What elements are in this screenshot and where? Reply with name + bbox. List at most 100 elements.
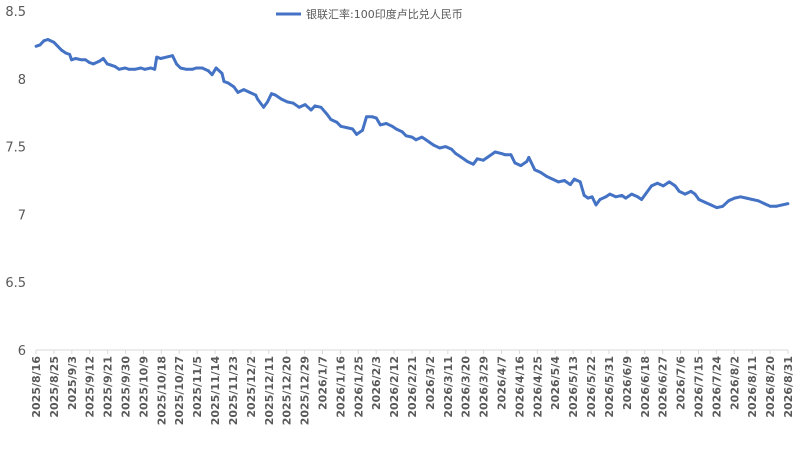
data-point	[539, 171, 542, 174]
data-point	[56, 44, 60, 48]
data-point	[291, 101, 295, 105]
x-tick-label: 2026/3/2	[424, 356, 437, 410]
data-point	[608, 192, 612, 196]
data-point	[683, 192, 687, 196]
data-point	[563, 179, 566, 182]
data-point	[424, 138, 428, 142]
data-point	[404, 134, 408, 138]
x-tick-label: 2025/10/18	[155, 356, 168, 425]
x-tick-label: 2025/12/2	[245, 356, 258, 418]
x-tick-label: 2026/8/31	[782, 356, 795, 418]
data-point	[594, 203, 598, 207]
data-point	[256, 97, 259, 101]
data-point	[280, 97, 283, 101]
data-point	[572, 177, 576, 181]
data-point	[214, 66, 218, 70]
data-point	[200, 66, 204, 70]
data-point	[34, 44, 38, 48]
data-point	[206, 69, 210, 73]
data-point	[487, 154, 491, 158]
data-point	[371, 115, 374, 119]
data-point	[365, 115, 368, 119]
x-tick-label: 2026/5/31	[603, 356, 616, 418]
data-point	[159, 57, 163, 60]
data-point	[650, 184, 653, 188]
y-axis: 6 6.5 7 7.5 8 8.5	[5, 5, 26, 359]
series-layer	[34, 38, 790, 210]
data-point	[509, 153, 513, 157]
x-tick-label: 2025/11/5	[191, 356, 204, 418]
data-point	[644, 192, 647, 196]
data-point	[745, 196, 748, 200]
data-point	[236, 91, 240, 94]
data-point	[297, 105, 301, 109]
data-point	[703, 200, 707, 204]
x-tick-label: 2026/4/7	[496, 356, 509, 410]
x-tick-label: 2026/7/6	[675, 356, 688, 410]
data-point	[113, 65, 117, 68]
data-point	[527, 156, 531, 159]
data-point	[220, 72, 224, 75]
x-tick-label: 2025/10/9	[137, 356, 150, 418]
data-point	[313, 104, 317, 108]
data-point	[70, 58, 73, 62]
data-point	[499, 152, 503, 155]
data-point	[64, 51, 68, 55]
x-tick-label: 2025/12/11	[263, 356, 276, 425]
data-point	[155, 55, 159, 59]
x-tick-label: 2026/6/18	[639, 356, 652, 418]
data-point	[190, 67, 194, 71]
data-point	[727, 199, 730, 203]
data-point	[222, 80, 226, 83]
data-point	[185, 67, 188, 71]
data-point	[689, 189, 693, 193]
data-point	[143, 67, 147, 71]
data-point	[471, 162, 475, 166]
data-point	[578, 180, 582, 184]
data-point	[444, 145, 447, 149]
data-point	[656, 181, 659, 185]
data-point	[335, 120, 339, 124]
data-point	[768, 204, 772, 208]
y-tick-label: 8.5	[5, 5, 26, 20]
data-point	[319, 105, 323, 109]
data-point	[139, 66, 143, 70]
data-point	[105, 62, 109, 66]
data-point	[620, 194, 624, 197]
y-tick-label: 7.5	[5, 141, 26, 156]
data-point	[568, 183, 572, 187]
data-point	[390, 124, 394, 128]
data-point	[42, 39, 46, 43]
data-point	[80, 58, 83, 62]
data-point	[329, 118, 333, 121]
data-point	[38, 43, 42, 47]
legend: 银联汇率:100印度卢比兑人民币	[276, 7, 463, 21]
x-tick-label: 2026/7/15	[692, 356, 705, 418]
x-tick-label: 2026/2/21	[406, 356, 419, 418]
data-point	[285, 100, 289, 104]
data-point	[171, 54, 174, 58]
data-point	[721, 204, 725, 208]
x-tick-label: 2026/3/29	[478, 356, 491, 418]
x-tick-label: 2026/1/7	[316, 356, 329, 410]
x-tick-label: 2026/3/11	[442, 356, 455, 418]
y-tick-label: 8	[18, 73, 26, 88]
data-point	[127, 67, 131, 71]
legend-label: 银联汇率:100印度卢比兑人民币	[306, 7, 463, 21]
data-point	[557, 180, 560, 184]
data-point	[432, 143, 436, 147]
data-point	[697, 198, 701, 201]
x-tick-label: 2026/5/13	[567, 356, 580, 418]
x-tick-label: 2026/5/22	[585, 356, 598, 418]
data-point	[590, 195, 594, 199]
x-tick-label: 2026/8/11	[746, 356, 759, 418]
data-point	[598, 198, 602, 201]
data-point	[375, 116, 378, 120]
data-point	[384, 122, 388, 125]
data-point	[303, 103, 307, 106]
data-point	[74, 57, 77, 60]
data-point	[210, 73, 214, 77]
data-point	[624, 196, 628, 200]
x-axis: 2025/8/16 2025/8/25 2025/9/3 2025/9/12 2025/…	[30, 350, 795, 425]
